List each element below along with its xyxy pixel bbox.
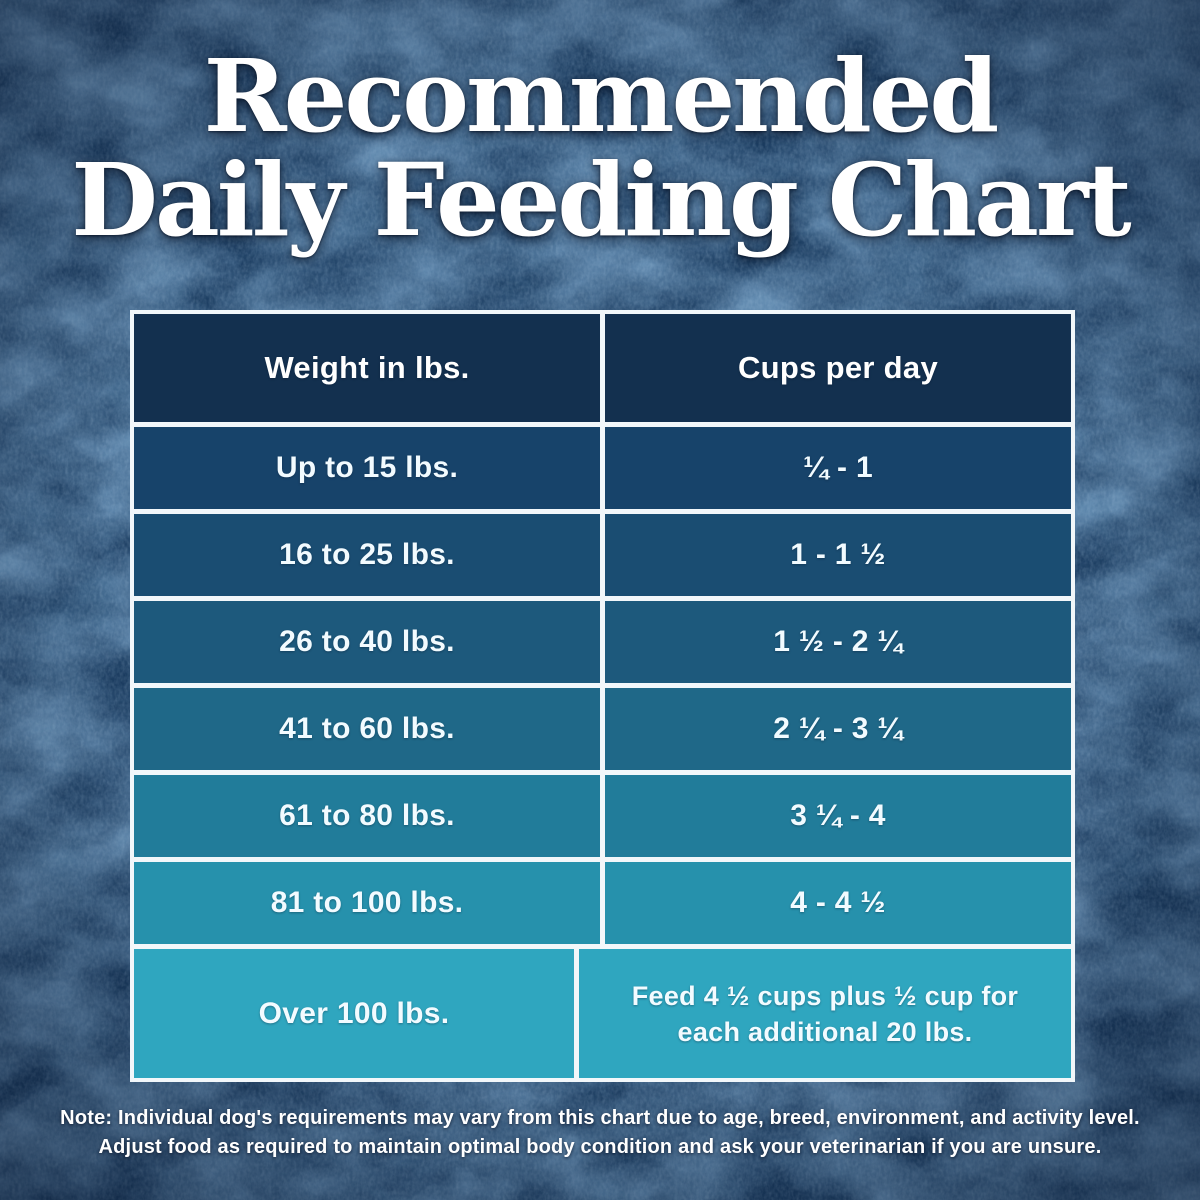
cups-cell: 4 - 4 ½ [790,886,886,919]
cups-cell: 2 ¼ - 3 ¼ [773,712,903,745]
feeding-table: Weight in lbs. Cups per day Up to 15 lbs… [130,310,1075,1082]
weight-cell: 16 to 25 lbs. [134,514,605,596]
page-title-line2: Daily Feeding Chart [71,141,1132,259]
weight-cell: 81 to 100 lbs. [134,862,605,944]
cups-cell: ¼ - 1 [803,451,873,484]
table-row: 16 to 25 lbs. 1 - 1 ½ [134,509,1071,596]
weight-cell: Over 100 lbs. [134,949,579,1078]
table-row: Over 100 lbs. Feed 4 ½ cups plus ½ cup f… [134,944,1071,1078]
table-row: 81 to 100 lbs. 4 - 4 ½ [134,857,1071,944]
disclaimer-note: Note: Individual dog's requirements may … [0,1104,1200,1162]
weight-cell: 61 to 80 lbs. [134,775,605,857]
table-header-row: Weight in lbs. Cups per day [134,314,1071,422]
weight-cell: Up to 15 lbs. [134,427,605,509]
column-header-cups: Cups per day [738,350,938,385]
cups-cell: 1 ½ - 2 ¼ [773,625,903,658]
cups-cell: 3 ¼ - 4 [790,799,886,832]
page-title-line1: Recommended [203,37,1000,155]
cups-cell: 1 - 1 ½ [790,538,886,571]
disclaimer-note-line2: Adjust food as required to maintain opti… [98,1136,1102,1158]
page-title: Recommended Daily Feeding Chart [0,44,1200,252]
weight-cell: 26 to 40 lbs. [134,601,605,683]
table-row: 26 to 40 lbs. 1 ½ - 2 ¼ [134,596,1071,683]
table-row: 41 to 60 lbs. 2 ¼ - 3 ¼ [134,683,1071,770]
column-header-weight: Weight in lbs. [134,314,605,422]
weight-cell: 41 to 60 lbs. [134,688,605,770]
table-row: 61 to 80 lbs. 3 ¼ - 4 [134,770,1071,857]
cups-cell: Feed 4 ½ cups plus ½ cup for each additi… [631,980,1019,1047]
table-row: Up to 15 lbs. ¼ - 1 [134,422,1071,509]
disclaimer-note-line1: Note: Individual dog's requirements may … [60,1107,1140,1129]
